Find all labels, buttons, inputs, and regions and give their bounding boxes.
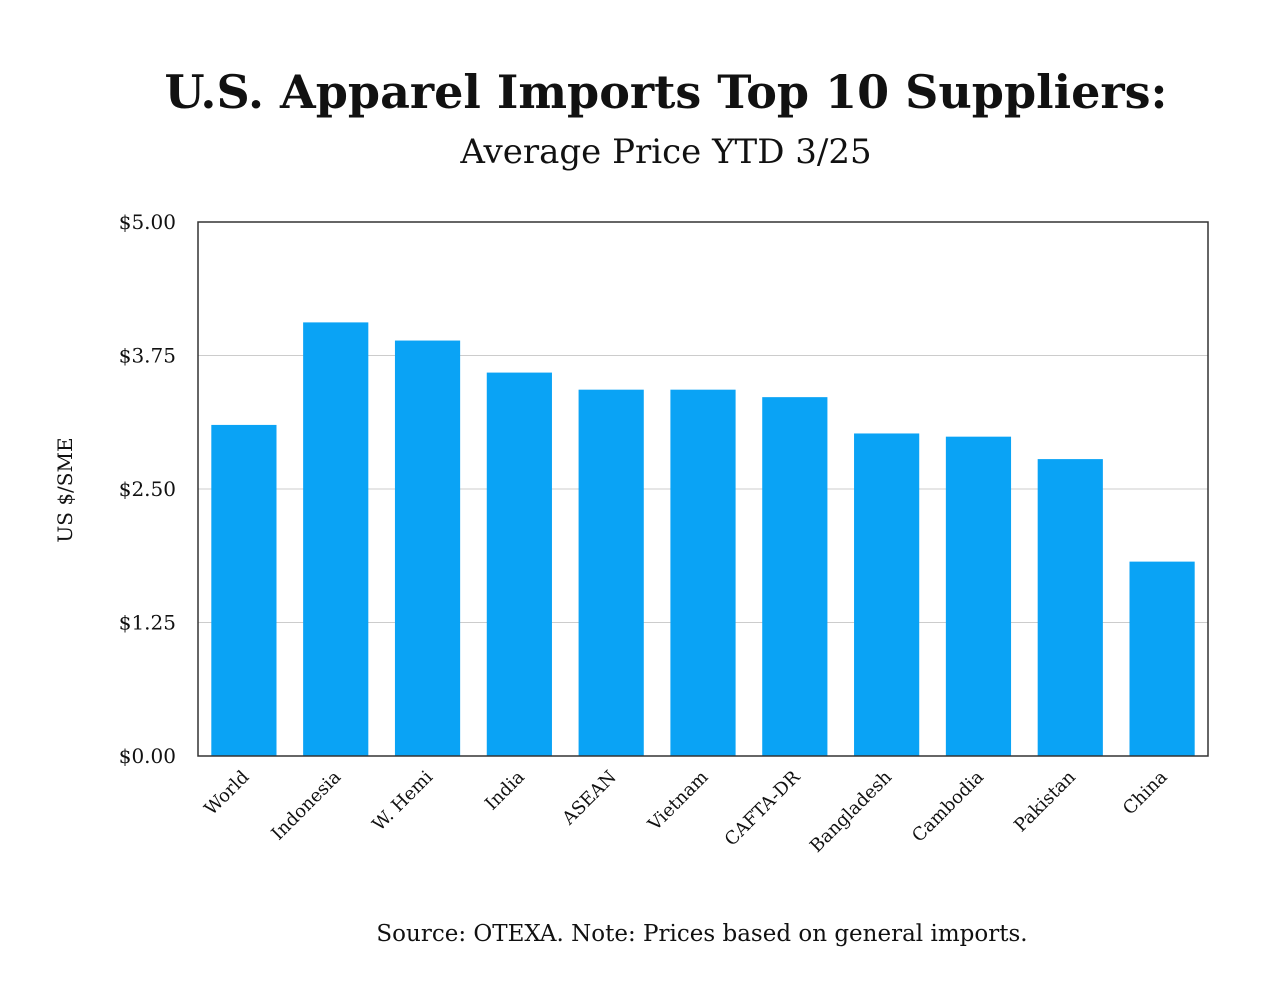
x-tick-label: World [200,767,253,820]
chart-title: U.S. Apparel Imports Top 10 Suppliers: [165,65,1168,119]
chart-subtitle: Average Price YTD 3/25 [459,132,871,172]
x-tick-label: Vietnam [643,767,712,836]
x-tick-label: Bangladesh [806,766,896,856]
y-tick-label: $1.25 [119,611,176,635]
bar-cafta-dr [762,397,828,756]
y-tick-label: $0.00 [119,744,176,768]
bar-world [211,424,277,756]
bars [211,322,1195,756]
x-tick-label: Indonesia [267,767,345,845]
plot-area-frame [197,221,1209,757]
y-axis-ticks: $0.00 $1.25 $2.50 $3.75 $5.00 [119,210,176,768]
x-tick-label: India [481,766,529,814]
x-tick-label: ASEAN [558,767,621,830]
x-tick-label: CAFTA-DR [721,766,805,850]
x-axis-ticks: World Indonesia W. Hemi India ASEAN Vietnam CA… [200,766,1171,857]
source-note: Source: OTEXA. Note: Prices based on gen… [376,921,1027,947]
x-tick-label: Cambodia [908,767,988,847]
y-tick-label: $2.50 [119,477,176,501]
bar-vietnam [670,389,736,756]
bar-india [486,372,552,756]
x-tick-label: W. Hemi [369,767,438,836]
y-tick-label: $5.00 [119,210,176,234]
bar-cambodia [945,436,1012,756]
x-tick-label: China [1119,767,1172,820]
bar-pakistan [1037,459,1103,756]
bar-asean [578,389,644,756]
y-axis-title: US $/SME [53,437,77,542]
bar-bangladesh [854,433,920,756]
x-tick-label: Pakistan [1010,766,1080,836]
bar-indonesia [303,322,369,756]
y-tick-label: $3.75 [119,344,176,368]
bar-china [1129,561,1195,756]
bar-w-hemi [394,340,461,756]
